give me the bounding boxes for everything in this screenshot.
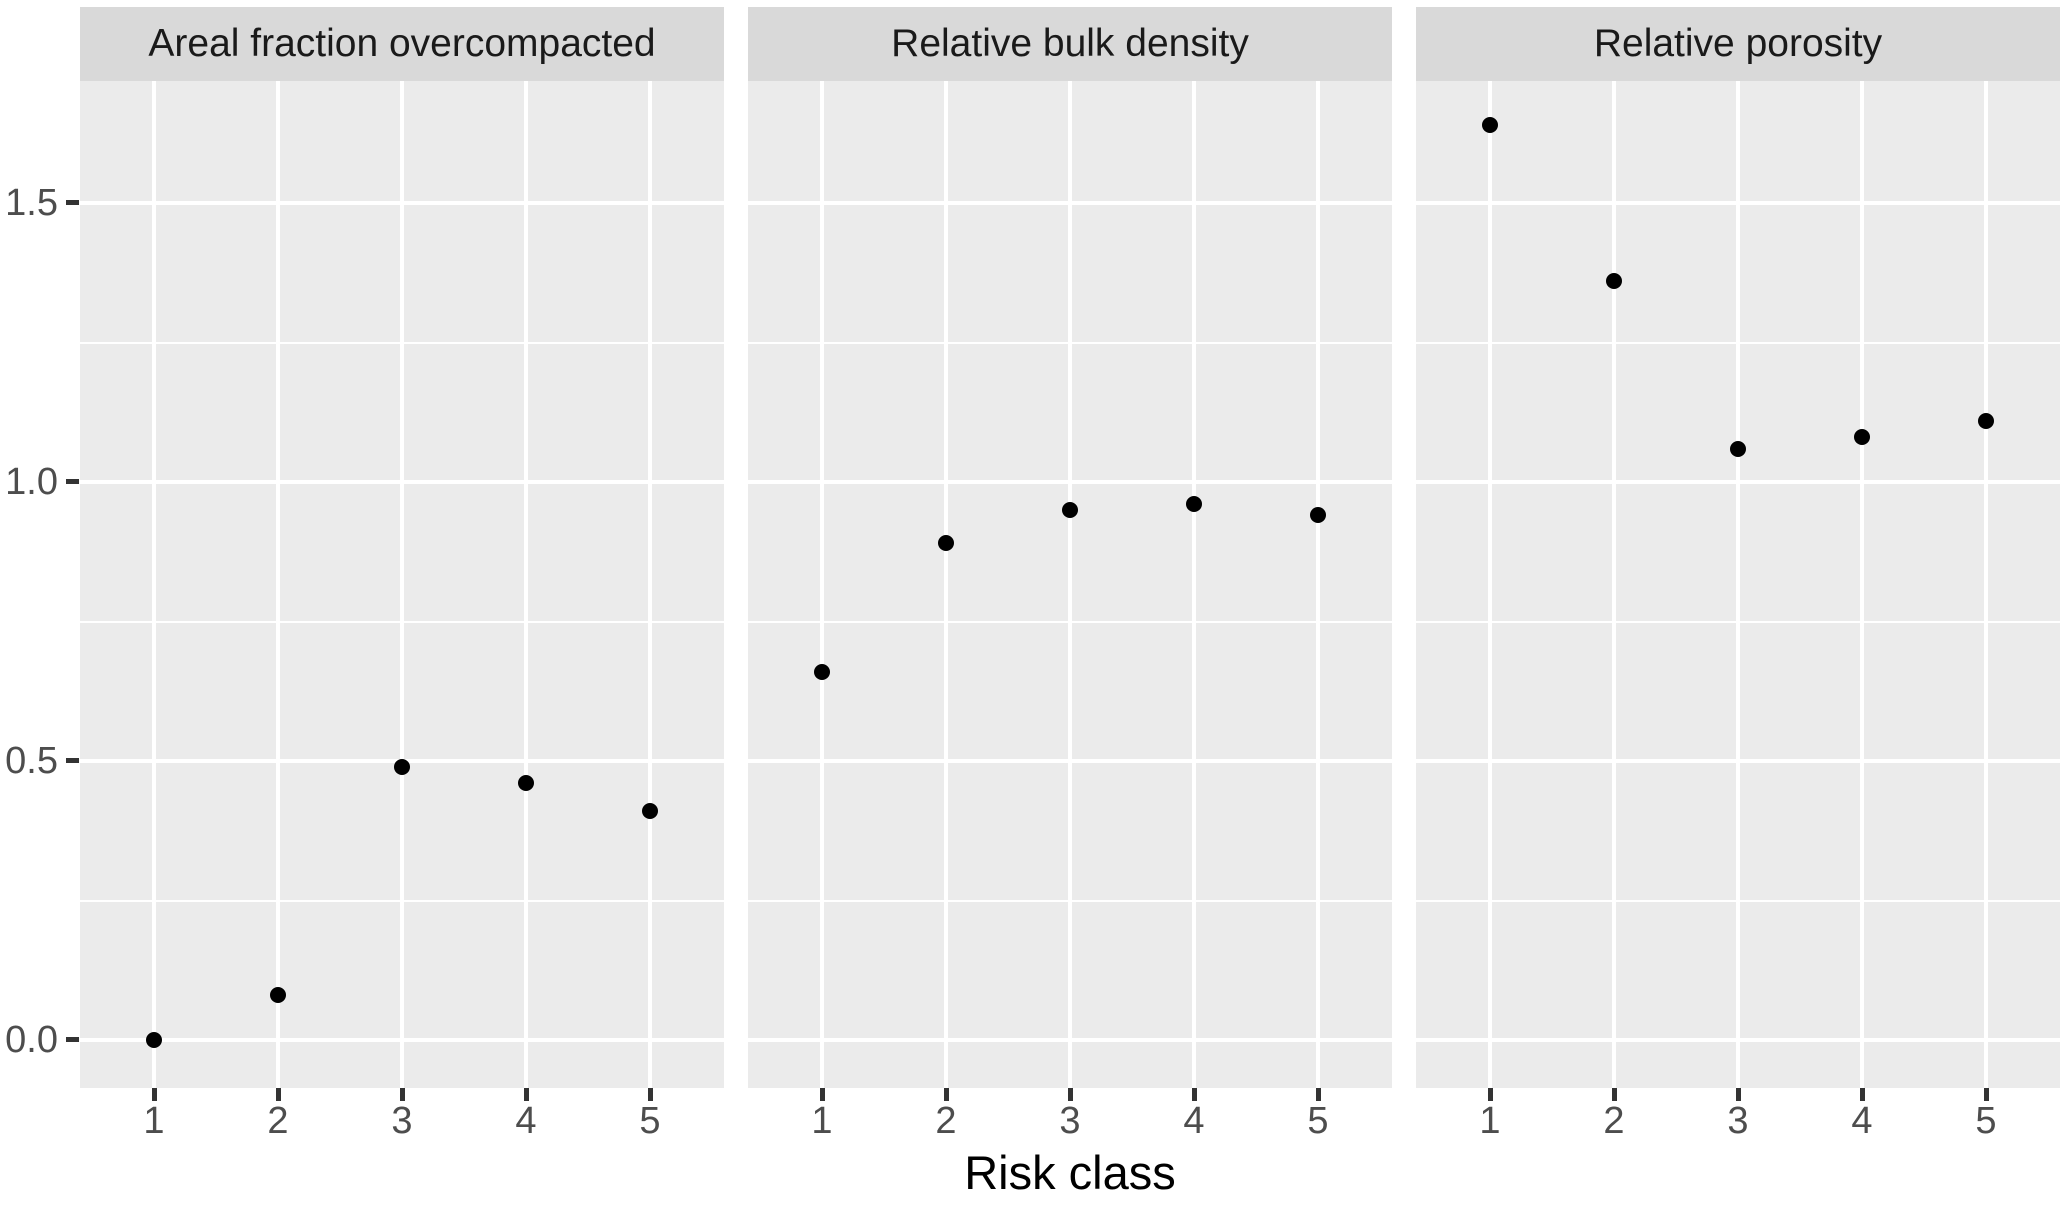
plot-area	[80, 81, 724, 1088]
x-tick-mark	[1983, 1088, 1989, 1101]
x-tick-label: 5	[1975, 1100, 1997, 1142]
x-tick-mark	[1315, 1088, 1321, 1101]
x-tick-mark	[1487, 1088, 1493, 1101]
x-tick-label: 3	[391, 1100, 413, 1142]
x-gridline	[1736, 81, 1740, 1088]
x-tick-mark	[275, 1088, 281, 1101]
strip-label: Areal fraction overcompacted	[148, 22, 656, 65]
x-tick-mark	[1067, 1088, 1073, 1101]
strip-header: Relative bulk density	[748, 7, 1392, 81]
x-tick-label: 4	[1183, 1100, 1205, 1142]
x-tick-label: 2	[935, 1100, 957, 1142]
x-tick-mark	[819, 1088, 825, 1101]
data-point	[1606, 273, 1622, 290]
strip-label: Relative porosity	[1593, 22, 1883, 65]
x-tick-label: 5	[1307, 1100, 1329, 1142]
x-tick-mark	[1735, 1088, 1741, 1101]
y-tick-label: 1.5	[5, 182, 58, 224]
x-gridline	[1192, 81, 1196, 1088]
x-gridline	[1984, 81, 1988, 1088]
x-tick-label: 2	[1603, 1100, 1625, 1142]
data-point	[1186, 496, 1202, 513]
strip-header: Areal fraction overcompacted	[80, 7, 724, 81]
y-tick-mark	[66, 200, 79, 205]
x-gridline	[524, 81, 528, 1088]
y-tick-label: 1.0	[5, 461, 58, 503]
x-tick-mark	[647, 1088, 653, 1101]
x-tick-label: 3	[1059, 1100, 1081, 1142]
data-point	[1978, 412, 1994, 429]
x-tick-mark	[523, 1088, 529, 1101]
x-tick-label: 4	[1851, 1100, 1873, 1142]
facet-panel-relative-porosity: Relative porosity	[1416, 0, 2060, 1205]
x-tick-label: 1	[811, 1100, 833, 1142]
strip-header: Relative porosity	[1416, 7, 2060, 81]
data-point	[938, 535, 954, 552]
data-point	[1854, 429, 1870, 446]
data-point	[518, 775, 534, 792]
data-point	[270, 987, 286, 1004]
data-point	[1482, 116, 1498, 133]
x-tick-label: 2	[267, 1100, 289, 1142]
x-tick-label: 4	[515, 1100, 537, 1142]
facet-panel-relative-bulk-density: Relative bulk density	[748, 0, 1392, 1205]
x-gridline	[1860, 81, 1864, 1088]
x-gridline	[152, 81, 156, 1088]
x-gridline	[648, 81, 652, 1088]
x-tick-mark	[1191, 1088, 1197, 1101]
plot-area	[748, 81, 1392, 1088]
x-tick-label: 1	[1479, 1100, 1501, 1142]
x-tick-mark	[943, 1088, 949, 1101]
x-gridline	[1316, 81, 1320, 1088]
data-point	[642, 803, 658, 820]
y-tick-mark	[66, 758, 79, 763]
y-tick-mark	[66, 479, 79, 484]
x-gridline	[1488, 81, 1492, 1088]
x-tick-mark	[151, 1088, 157, 1101]
x-tick-label: 5	[639, 1100, 661, 1142]
data-point	[814, 663, 830, 680]
x-tick-label: 1	[143, 1100, 165, 1142]
x-gridline	[944, 81, 948, 1088]
y-tick-label: 0.5	[5, 740, 58, 782]
x-tick-label: 3	[1727, 1100, 1749, 1142]
y-tick-mark	[66, 1037, 79, 1042]
x-tick-mark	[1611, 1088, 1617, 1101]
data-point	[1310, 507, 1326, 524]
data-point	[146, 1032, 162, 1048]
facet-panel-areal-fraction-overcompacted: Areal fraction overcompacted	[80, 0, 724, 1205]
x-tick-mark	[399, 1088, 405, 1101]
x-gridline	[400, 81, 404, 1088]
x-gridline	[820, 81, 824, 1088]
data-point	[1062, 501, 1078, 518]
y-tick-label: 0.0	[5, 1019, 58, 1061]
data-point	[394, 758, 410, 775]
x-gridline	[1612, 81, 1616, 1088]
x-axis-title: Risk class	[964, 1146, 1176, 1199]
x-gridline	[1068, 81, 1072, 1088]
plot-area	[1416, 81, 2060, 1088]
x-gridline	[276, 81, 280, 1088]
x-tick-mark	[1859, 1088, 1865, 1101]
data-point	[1730, 440, 1746, 457]
strip-label: Relative bulk density	[891, 22, 1249, 65]
